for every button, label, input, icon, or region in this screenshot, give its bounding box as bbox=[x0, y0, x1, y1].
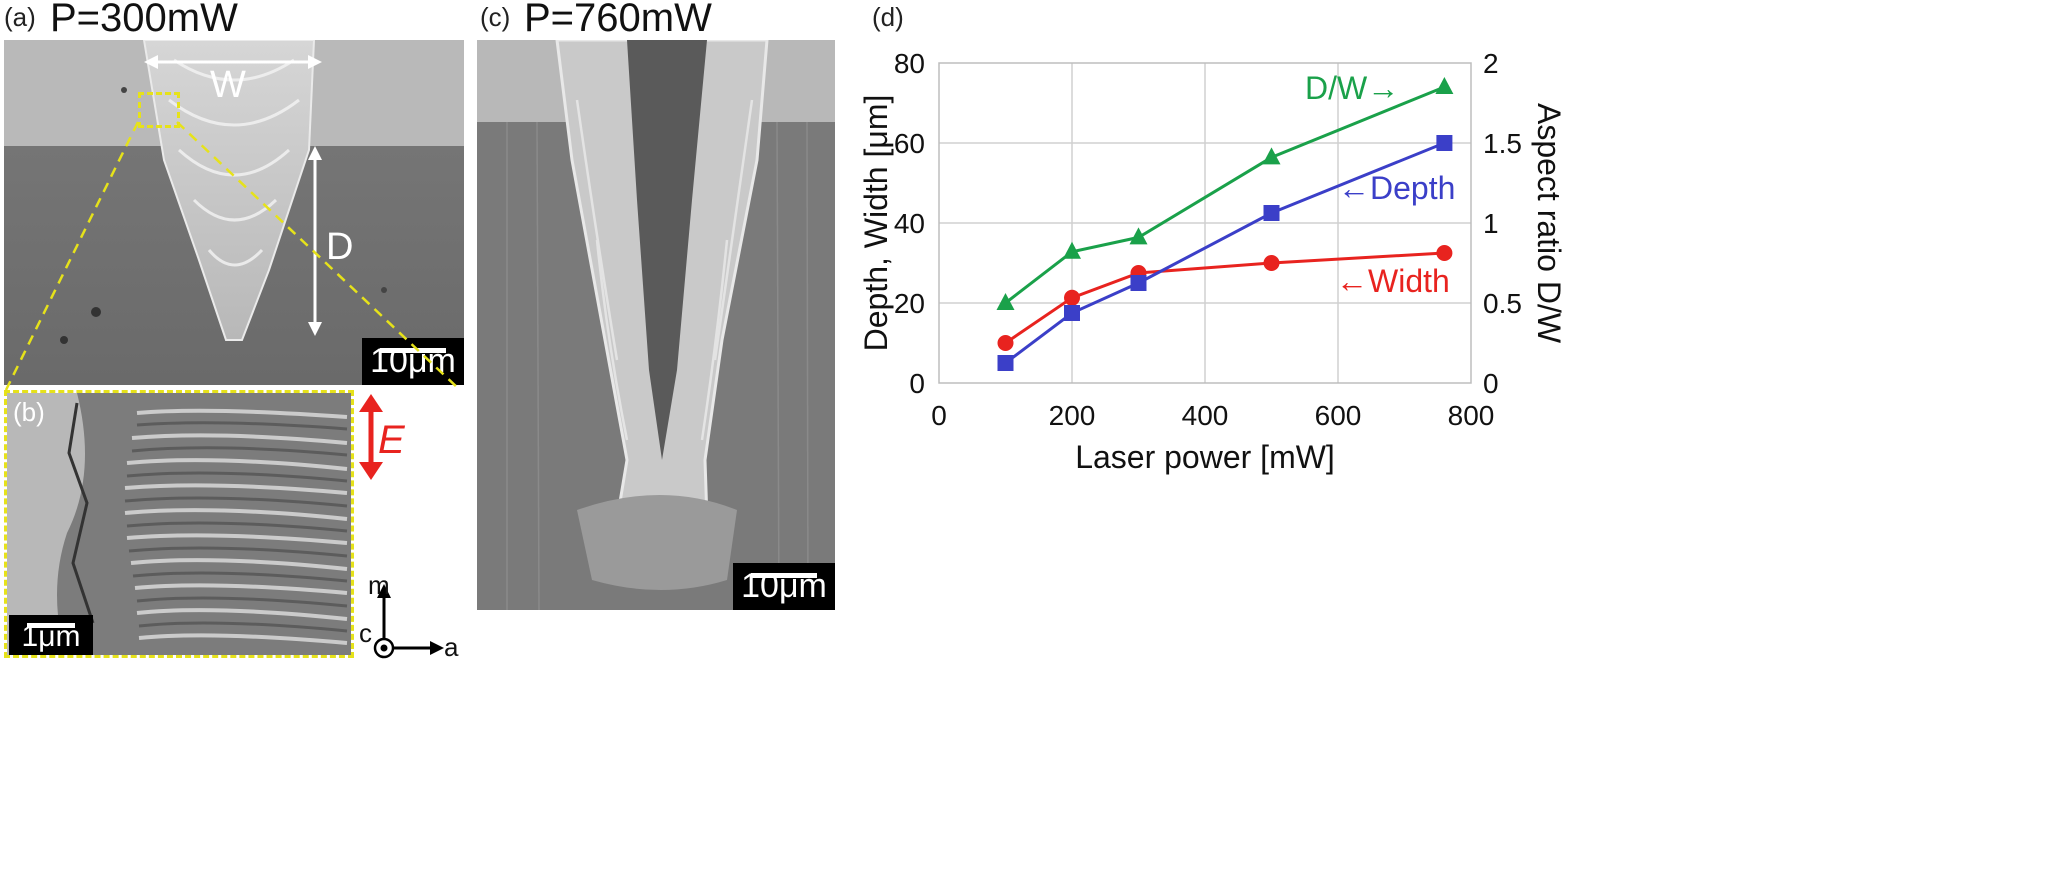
y2-tick-label: 1 bbox=[1483, 208, 1499, 239]
depth-marker: D bbox=[326, 226, 354, 268]
axis-c-label: c bbox=[359, 618, 372, 648]
panel-label-b: (b) bbox=[13, 397, 45, 427]
laser-power-chart: 0 200 400 600 800 0 20 40 60 80 0 0.5 1 1.5 2 Laser … bbox=[858, 48, 1567, 475]
legend-depth: ←Depth bbox=[1338, 170, 1455, 206]
width-point bbox=[1436, 245, 1453, 261]
zoom-box bbox=[138, 92, 180, 128]
width-marker: W bbox=[210, 64, 246, 106]
width-point bbox=[997, 335, 1014, 351]
scalebar-c-label: 10μm bbox=[741, 567, 827, 605]
dw-point bbox=[1262, 147, 1281, 165]
depth-point bbox=[1130, 275, 1147, 291]
panel-title-a: P=300mW bbox=[50, 0, 238, 40]
sem-image-a: W D 10μm bbox=[4, 40, 464, 385]
x-tick-label: 800 bbox=[1448, 400, 1495, 431]
y2-tick-label: 0 bbox=[1483, 368, 1499, 399]
y2-tick-label: 2 bbox=[1483, 48, 1499, 79]
y2-axis-label: Aspect ratio D/W bbox=[1531, 103, 1567, 344]
legend-dw: D/W→ bbox=[1305, 70, 1399, 106]
sem-image-c: 10μm bbox=[477, 40, 835, 610]
depth-point bbox=[1263, 205, 1280, 221]
axis-a-label: a bbox=[444, 632, 459, 662]
dw-point bbox=[996, 293, 1015, 310]
y-tick-label: 60 bbox=[894, 128, 925, 159]
depth-point bbox=[997, 355, 1014, 371]
polarization-arrow bbox=[359, 394, 383, 480]
y2-tick-label: 1.5 bbox=[1483, 128, 1522, 159]
sem-image-b: (b) 1μm bbox=[4, 390, 354, 658]
y-tick-label: 40 bbox=[894, 208, 925, 239]
axis-m-label: m bbox=[368, 570, 390, 600]
panel-label-a: (a) bbox=[4, 2, 36, 32]
x-tick-label: 600 bbox=[1315, 400, 1362, 431]
y-axis-label: Depth, Width [μm] bbox=[858, 95, 894, 352]
width-point bbox=[1263, 255, 1280, 271]
depth-arrow bbox=[308, 146, 322, 336]
polarization-label: E bbox=[378, 418, 405, 462]
crystal-axes-icon bbox=[373, 584, 444, 659]
panel-title-c: P=760mW bbox=[524, 0, 712, 40]
x-tick-label: 200 bbox=[1049, 400, 1096, 431]
chart-grid bbox=[939, 63, 1471, 383]
scalebar-c: 10μm bbox=[733, 563, 835, 610]
dw-point bbox=[1063, 241, 1081, 259]
dw-point bbox=[1435, 77, 1454, 94]
x-tick-label: 0 bbox=[931, 400, 947, 431]
zoom-lines bbox=[4, 121, 461, 391]
x-tick-label: 400 bbox=[1182, 400, 1229, 431]
y2-tick-label: 0.5 bbox=[1483, 288, 1522, 319]
dw-point bbox=[1129, 227, 1148, 245]
scalebar-b: 1μm bbox=[9, 615, 93, 655]
plot-area-frame bbox=[938, 62, 1472, 384]
y-tick-label: 0 bbox=[909, 368, 925, 399]
width-arrow bbox=[144, 55, 322, 69]
y-tick-label: 80 bbox=[894, 48, 925, 79]
y2-tick-labels: 0 0.5 1 1.5 2 bbox=[1483, 48, 1522, 399]
y-tick-label: 20 bbox=[894, 288, 925, 319]
depth-point bbox=[1436, 135, 1453, 151]
scalebar-b-label: 1μm bbox=[21, 620, 81, 653]
x-tick-labels: 0 200 400 600 800 bbox=[931, 400, 1494, 431]
depth-point bbox=[1064, 305, 1080, 321]
chart-series bbox=[996, 77, 1454, 371]
panel-label-d: (d) bbox=[872, 2, 904, 32]
y-tick-labels: 0 20 40 60 80 bbox=[894, 48, 925, 399]
width-point bbox=[1064, 289, 1080, 306]
legend-width: ←Width bbox=[1336, 263, 1450, 299]
x-axis-label: Laser power [mW] bbox=[1075, 439, 1335, 475]
panel-label-c: (c) bbox=[480, 2, 511, 32]
